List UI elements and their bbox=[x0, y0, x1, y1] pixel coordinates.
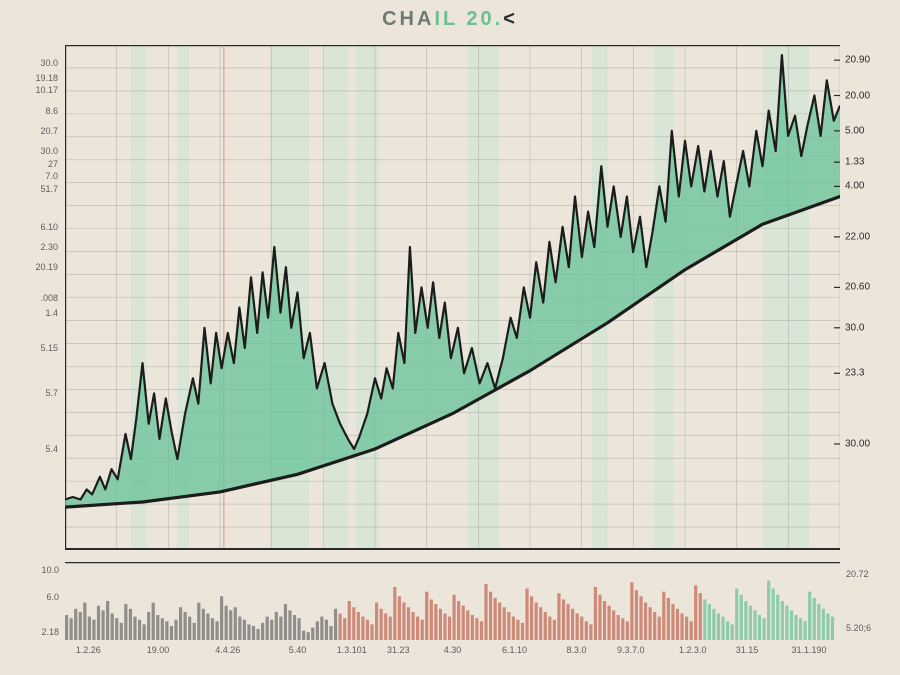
x-tick: 9.3.7.0 bbox=[617, 645, 645, 655]
y-left-tick: 51.7 bbox=[40, 184, 58, 194]
y-left-tick: 2.30 bbox=[40, 242, 58, 252]
y-left-tick: 30.0 bbox=[40, 58, 58, 68]
x-tick: 31.15 bbox=[736, 645, 759, 655]
y-left-tick: 30.0 bbox=[40, 146, 58, 156]
y-left-tick: 10.17 bbox=[35, 85, 58, 95]
x-tick: 8.3.0 bbox=[566, 645, 586, 655]
y-left-tick: 6.10 bbox=[40, 222, 58, 232]
y-left-tick: 5.7 bbox=[45, 388, 58, 398]
y-right-tick: 20.00 bbox=[845, 90, 870, 101]
y-right-tick: 30.00 bbox=[845, 438, 870, 449]
x-tick: 31.23 bbox=[387, 645, 410, 655]
y-right-tick: 30.0 bbox=[845, 322, 864, 333]
x-tick: 4.4.26 bbox=[215, 645, 240, 655]
price-chart bbox=[65, 45, 840, 550]
vol-left-tick: 6.0 bbox=[19, 592, 59, 602]
y-right-tick: 20.60 bbox=[845, 282, 870, 293]
y-axis-left: 30.0 19.18 10.17 8.6 20.7 30.0 27 7.0 51.7 6.10 2.… bbox=[18, 45, 62, 550]
x-tick: 5.40 bbox=[289, 645, 307, 655]
vol-right-tick: 20.72 bbox=[846, 569, 896, 579]
y-left-tick: 19.18 bbox=[35, 73, 58, 83]
x-tick: 1.3.101 bbox=[337, 645, 367, 655]
y-left-tick: 7.0 bbox=[45, 171, 58, 181]
y-right-tick: 1.33 bbox=[845, 157, 864, 168]
vol-right-tick: 5.20;6 bbox=[846, 623, 896, 633]
x-tick: 6.1.10 bbox=[502, 645, 527, 655]
y-axis-right: 20.90 20.00 5.00 1.33 4.00 22.00 20.60 30.0 23.3… bbox=[843, 45, 898, 550]
x-tick: 1.2.26 bbox=[76, 645, 101, 655]
title-part2: IL bbox=[434, 8, 457, 30]
y-right-tick: 20.90 bbox=[845, 55, 870, 66]
volume-chart-svg bbox=[65, 562, 840, 640]
y-right-tick: 22.00 bbox=[845, 231, 870, 242]
title-part1: CHA bbox=[382, 8, 434, 30]
volume-chart: 10.06.02.18 20.725.20;6 bbox=[65, 562, 840, 640]
vol-left-tick: 2.18 bbox=[19, 627, 59, 637]
y-left-tick: 20.19 bbox=[35, 262, 58, 272]
y-right-tick: 23.3 bbox=[845, 368, 864, 379]
y-left-tick: 1.4 bbox=[45, 308, 58, 318]
y-right-tick: 5.00 bbox=[845, 125, 864, 136]
x-axis: 1.2.26 19.00 4.4.26 5.40 1.3.101 31.23 4.30 6.1… bbox=[65, 645, 840, 665]
price-chart-svg bbox=[65, 45, 840, 550]
title-part3: 20. bbox=[458, 8, 503, 30]
y-left-tick: 8.6 bbox=[45, 106, 58, 116]
y-left-tick: .008 bbox=[40, 293, 58, 303]
y-left-tick: 20.7 bbox=[40, 126, 58, 136]
vol-left-tick: 10.0 bbox=[19, 565, 59, 575]
x-tick: 1.2.3.0 bbox=[679, 645, 707, 655]
chart-title: CHAIL 20.< bbox=[0, 8, 900, 31]
x-tick: 4.30 bbox=[444, 645, 462, 655]
y-left-tick: 5.4 bbox=[45, 444, 58, 454]
x-tick: 19.00 bbox=[147, 645, 170, 655]
y-left-tick: 5.15 bbox=[40, 343, 58, 353]
y-right-tick: 4.00 bbox=[845, 181, 864, 192]
title-part4: < bbox=[503, 8, 518, 30]
y-left-tick: 27 bbox=[48, 159, 58, 169]
x-tick: 31.1.190 bbox=[791, 645, 826, 655]
